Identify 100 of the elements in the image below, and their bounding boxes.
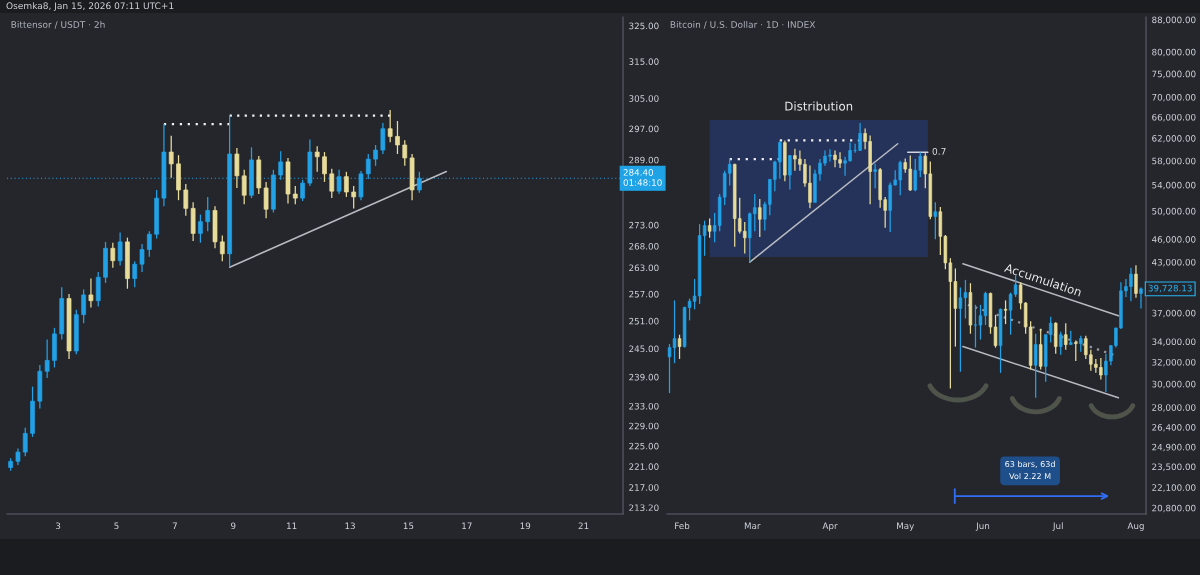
x-tick-label: Jun <box>975 522 990 531</box>
x-tick-label: 17 <box>462 522 472 529</box>
candlestick <box>88 277 94 309</box>
candlestick <box>198 213 203 244</box>
chart-title: Bitcoin / U.S. Dollar · 1D · INDEX <box>670 20 816 29</box>
candlestick <box>292 185 298 205</box>
y-tick-label: 32,000.00 <box>1152 358 1196 367</box>
y-tick-label: 213.20 <box>629 504 659 511</box>
y-tick-label: 75,000.00 <box>1152 70 1196 79</box>
candlestick <box>1074 339 1078 362</box>
candlestick <box>344 171 349 198</box>
x-tick-label: 15 <box>403 522 414 530</box>
candlestick <box>314 145 320 173</box>
ref-line-label: 284.40 01:48:10 <box>623 169 662 186</box>
candlestick <box>1064 322 1068 351</box>
annotation: 63 bars, 63d Vol 2.22 M <box>1005 460 1055 480</box>
y-tick-label: 257.00 <box>629 290 659 298</box>
x-tick-label: 7 <box>172 522 177 529</box>
candlestick <box>395 120 400 155</box>
y-tick-label: 24,900.00 <box>1152 443 1196 452</box>
candlestick <box>380 122 386 155</box>
candlestick <box>263 181 269 219</box>
x-tick-label: Jul <box>1052 522 1063 531</box>
candlestick <box>1134 264 1138 299</box>
candlestick <box>351 185 357 210</box>
y-tick-label: 225.00 <box>629 442 659 450</box>
y-tick-label: 34,000.00 <box>1152 338 1196 346</box>
x-tick-label: Apr <box>822 522 838 531</box>
y-tick-label: 263.00 <box>629 264 659 272</box>
y-tick-label: 289.00 <box>629 156 659 164</box>
candlestick <box>858 122 862 152</box>
candlestick <box>139 243 145 273</box>
candlestick <box>300 179 305 202</box>
candlestick <box>933 201 938 240</box>
x-tick-label: 9 <box>231 522 236 530</box>
y-tick-label: 80,000.00 <box>1152 48 1196 57</box>
y-tick-label: 297.00 <box>629 125 659 133</box>
candlestick <box>117 231 123 267</box>
y-tick-label: 62,000.00 <box>1152 135 1196 143</box>
candlestick <box>788 154 792 191</box>
y-tick-label: 217.00 <box>629 484 659 491</box>
y-tick-label: 54,000.00 <box>1152 181 1196 190</box>
y-tick-label: 233.00 <box>629 402 659 410</box>
y-tick-label: 273.00 <box>629 221 659 229</box>
candlestick <box>958 286 963 373</box>
annotation: 0.7 <box>932 147 946 155</box>
candlestick <box>1139 286 1143 310</box>
candlestick <box>205 196 211 232</box>
y-tick-label: 50,000.00 <box>1152 207 1196 216</box>
candlestick <box>234 147 240 189</box>
y-tick-label: 43,000.00 <box>1151 258 1196 267</box>
y-tick-label: 37,000.00 <box>1152 309 1196 318</box>
candlestick <box>1003 299 1008 325</box>
candlestick <box>373 144 378 167</box>
candlestick <box>329 168 335 199</box>
annotation: 39,728.13 <box>1148 284 1192 293</box>
y-tick-label: 221.00 <box>629 463 659 470</box>
y-tick-label: 66,000.00 <box>1152 113 1196 122</box>
x-tick-label: Feb <box>675 522 690 530</box>
y-tick-label: 22,100.00 <box>1152 484 1196 492</box>
candlestick <box>132 260 138 288</box>
y-tick-label: 58,000.00 <box>1152 157 1196 166</box>
candlestick <box>402 139 408 167</box>
candlestick <box>707 217 712 239</box>
y-tick-label: 20,800.00 <box>1152 504 1196 513</box>
y-tick-label: 46,000.00 <box>1151 236 1196 244</box>
y-tick-label: 268.00 <box>629 242 659 250</box>
x-tick-label: 13 <box>345 522 355 530</box>
y-tick-label: 30,000.00 <box>1152 380 1196 389</box>
candlestick <box>219 234 225 262</box>
y-tick-label: 245.00 <box>629 345 659 353</box>
x-tick-label: 21 <box>578 522 589 529</box>
y-tick-label: 315.00 <box>629 58 659 65</box>
candlestick <box>758 198 762 238</box>
y-tick-label: 28,000.00 <box>1152 404 1196 412</box>
candlestick <box>183 183 189 217</box>
candlestick <box>322 151 327 183</box>
candlestick <box>913 158 918 192</box>
y-tick-label: 70,000.00 <box>1152 93 1196 102</box>
y-tick-label: 26,400.00 <box>1152 424 1196 432</box>
candlestick <box>22 427 28 457</box>
candlestick <box>387 109 393 143</box>
candlestick <box>1033 333 1038 399</box>
candlestick <box>146 230 152 258</box>
x-tick-label: 5 <box>114 522 119 530</box>
y-tick-label: 305.00 <box>629 95 659 102</box>
y-tick-label: 229.00 <box>629 422 659 430</box>
candlestick <box>168 135 174 179</box>
y-tick-label: 239.00 <box>629 373 659 381</box>
chart-title: Bittensor / USDT · 2h <box>11 20 105 29</box>
x-tick-label: Mar <box>744 522 761 530</box>
x-tick-label: May <box>897 522 915 531</box>
candlestick <box>110 242 116 269</box>
candlestick <box>336 169 342 195</box>
candlestick <box>1053 321 1058 355</box>
y-tick-label: 23,500.00 <box>1152 463 1196 471</box>
candlestick <box>358 170 364 201</box>
candlestick <box>95 271 101 308</box>
band-label: Distribution <box>785 101 853 111</box>
y-tick-label: 251.00 <box>629 317 659 325</box>
